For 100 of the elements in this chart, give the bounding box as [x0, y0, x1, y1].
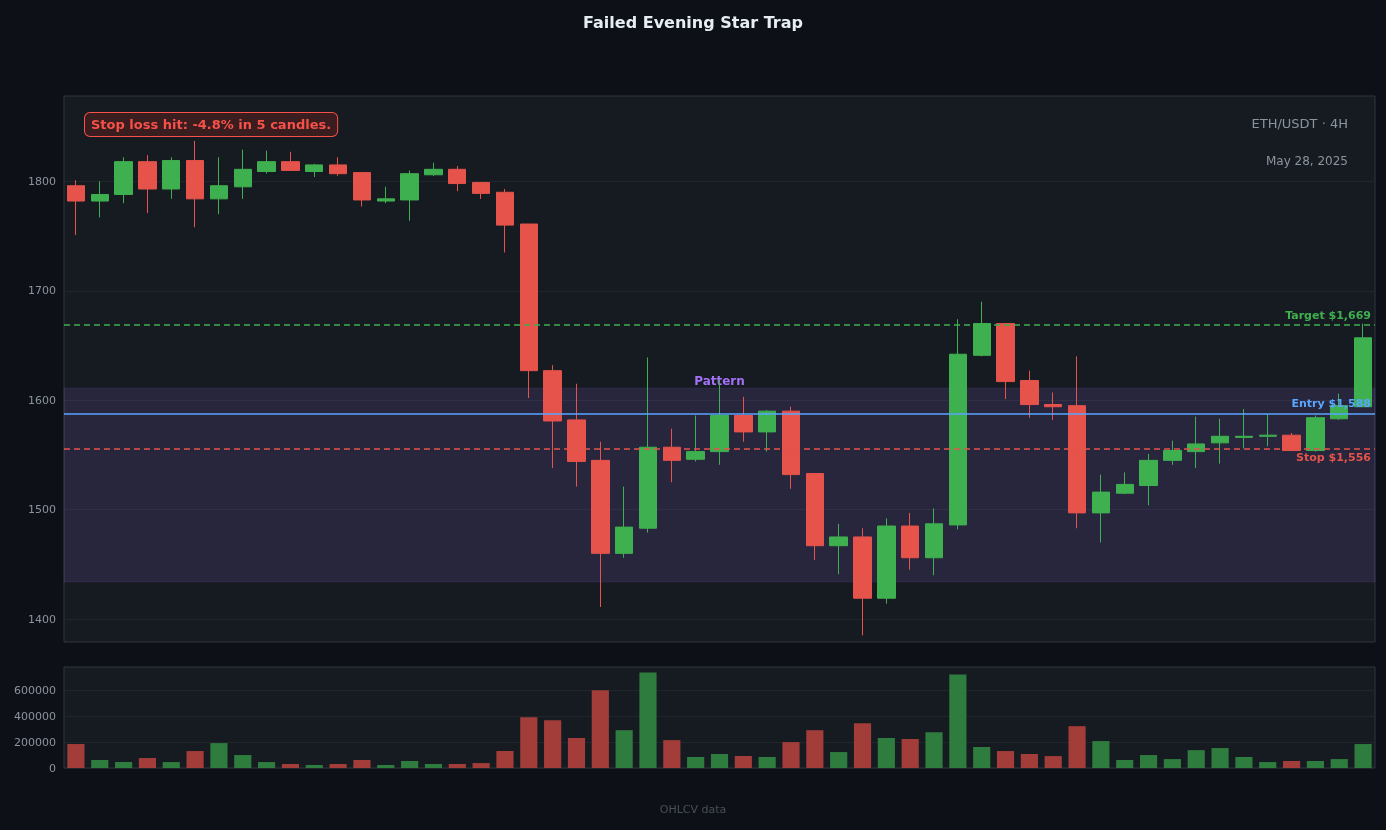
bar	[1306, 761, 1324, 768]
bar	[1044, 756, 1062, 768]
bar	[424, 763, 443, 768]
candlestick	[496, 188, 514, 253]
candlestick	[734, 396, 753, 443]
bar	[258, 762, 276, 768]
text: OHLCV data	[659, 803, 727, 816]
candlestick	[1020, 370, 1039, 419]
candlestick	[829, 523, 848, 575]
bar	[353, 759, 371, 768]
bar	[901, 739, 919, 768]
candlestick	[329, 156, 347, 177]
annotation: May 28, 2025	[1265, 154, 1348, 168]
candlestick	[91, 180, 109, 218]
candlestick	[758, 409, 776, 453]
bar	[949, 674, 967, 768]
bar	[663, 740, 681, 768]
bar	[91, 759, 109, 768]
bar	[1259, 762, 1277, 768]
bar	[1092, 741, 1110, 768]
bar	[138, 758, 157, 768]
candlestick	[305, 163, 323, 178]
bar	[1068, 726, 1086, 768]
candlestick	[400, 169, 419, 222]
bar	[782, 742, 800, 768]
candlestick	[615, 486, 633, 559]
bar	[806, 730, 824, 768]
bar	[1282, 761, 1301, 768]
candlestick	[1116, 471, 1134, 495]
candlestick	[448, 165, 466, 192]
bar	[281, 763, 300, 768]
candlestick	[901, 512, 919, 571]
candlestick	[234, 149, 252, 200]
candlestick	[925, 508, 943, 576]
bar	[687, 756, 705, 768]
y-tick-label: 1600	[28, 393, 56, 407]
y-tick-label: 400000	[14, 709, 56, 723]
bar	[162, 762, 180, 768]
candlestick	[1139, 453, 1158, 506]
candlestick	[1235, 408, 1253, 449]
candlestick	[377, 186, 395, 204]
candlestick	[424, 162, 443, 177]
bar	[996, 751, 1015, 768]
bar	[305, 765, 323, 768]
bar	[115, 762, 133, 768]
annotation: Stop loss hit: -4.8% in 5 candles.	[91, 117, 332, 132]
candlestick	[186, 140, 204, 228]
candlestick	[686, 415, 705, 462]
ref-line-label: Target $1,669	[1285, 308, 1371, 322]
candlestick	[639, 357, 657, 534]
bar	[1330, 759, 1348, 768]
candlestick	[1187, 416, 1205, 469]
candlestick	[114, 156, 133, 204]
bar	[1354, 744, 1372, 768]
y-tick-label: 1800	[28, 174, 56, 188]
candlestick	[1211, 418, 1229, 465]
bar	[496, 751, 514, 768]
bar	[710, 754, 729, 768]
annotation: ETH/USDT · 4H	[1251, 116, 1349, 131]
bar	[234, 755, 252, 768]
bar	[567, 738, 586, 768]
candlestick	[257, 150, 276, 175]
bar	[472, 763, 490, 768]
y-tick-label: 1700	[28, 284, 56, 298]
bar	[853, 723, 872, 768]
chart-title: Failed Evening Star Trap	[583, 12, 803, 32]
ref-line-label: Stop $1,556	[1296, 451, 1372, 465]
y-tick-label: 600000	[14, 683, 56, 697]
bar	[1235, 756, 1253, 768]
bar	[329, 763, 347, 768]
candlestick	[1044, 392, 1062, 421]
bar	[591, 690, 609, 768]
y-tick-label: 0	[49, 761, 56, 775]
candlestick	[162, 156, 180, 200]
candlestick	[1163, 440, 1182, 466]
candlestick	[1306, 415, 1325, 453]
candlestick	[138, 154, 157, 214]
bar	[1163, 759, 1181, 768]
candlestick	[520, 223, 538, 399]
bar	[186, 751, 204, 768]
y-tick-label: 1500	[28, 503, 56, 517]
bar	[544, 720, 562, 768]
candlestick	[806, 473, 824, 561]
bar	[1187, 750, 1205, 768]
band-label: Pattern	[694, 373, 745, 388]
bar	[734, 756, 752, 768]
candlestick	[281, 151, 300, 171]
candlestick	[1092, 474, 1110, 543]
candlestick	[877, 517, 896, 605]
candlestick	[472, 181, 490, 200]
bar	[830, 752, 848, 768]
candlestick	[67, 179, 85, 236]
bar	[448, 763, 466, 768]
candlestick	[353, 172, 371, 208]
bar	[758, 756, 776, 768]
candlestick	[1259, 413, 1277, 447]
candlestick	[853, 527, 872, 636]
bar	[210, 743, 228, 768]
bar	[925, 732, 943, 768]
bar	[1020, 754, 1038, 768]
